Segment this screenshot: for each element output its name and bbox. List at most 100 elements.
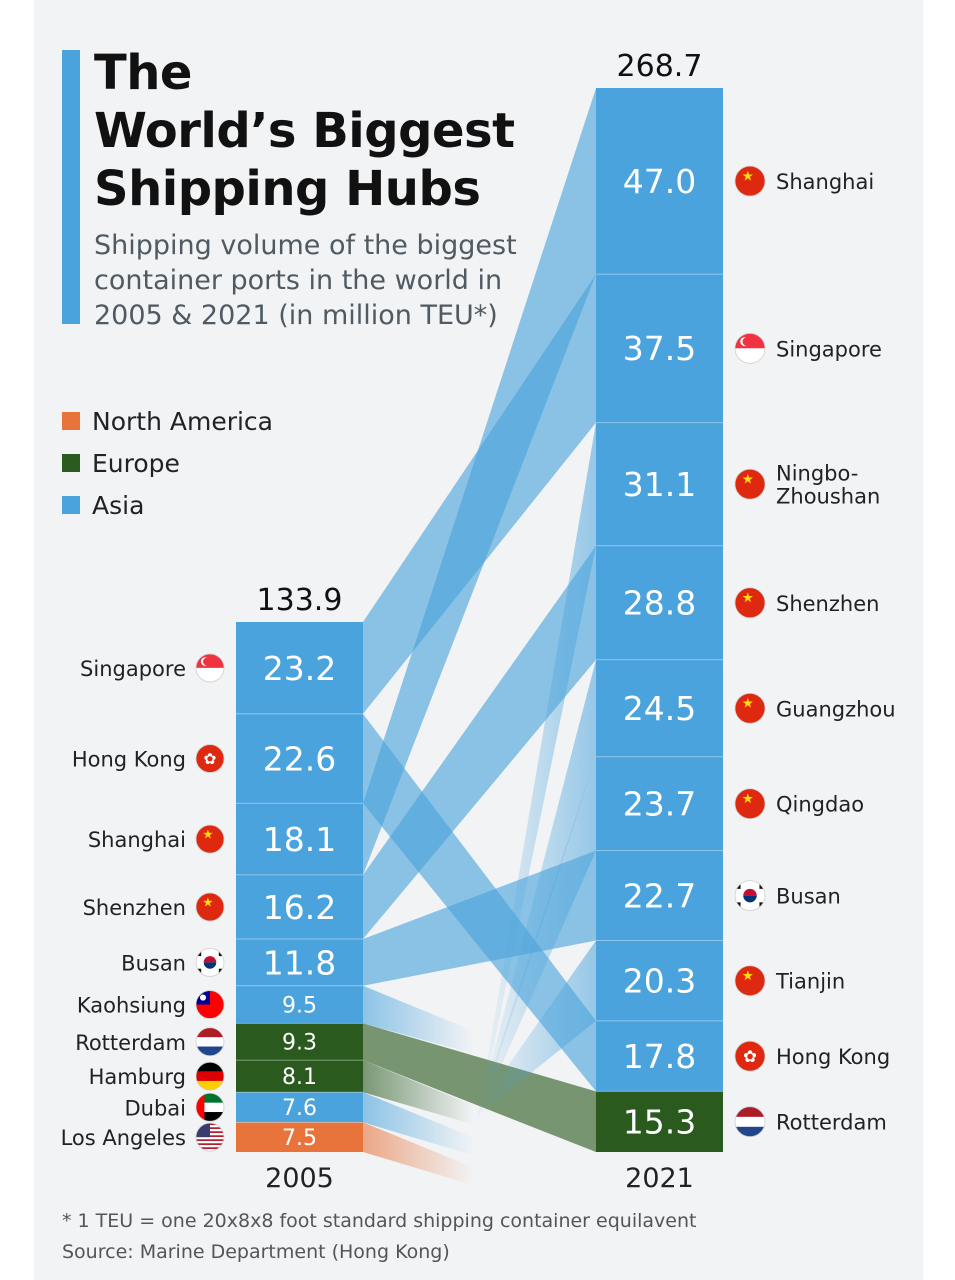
bar-column-2005: 23.2 Singapore 22.6 Hong Kong 18.1 Shanghai 16… bbox=[61, 583, 363, 1194]
legend-item-north-america: North America bbox=[62, 400, 273, 442]
svg-text:★: ★ bbox=[742, 471, 754, 487]
flow-band-kaohsiung bbox=[363, 985, 473, 1054]
year-label: 2005 bbox=[265, 1163, 334, 1194]
bar-segment-2005-rotterdam bbox=[236, 1023, 363, 1061]
svg-text:★: ★ bbox=[742, 590, 754, 606]
flow-band-guangzhou bbox=[476, 659, 596, 1126]
value-label: 9.3 bbox=[282, 1031, 317, 1056]
port-label: Dubai bbox=[124, 1096, 186, 1120]
port-label: Hong Kong bbox=[776, 1045, 890, 1069]
flow-band-qingdao bbox=[476, 756, 596, 1123]
uae-flag-icon bbox=[195, 1092, 225, 1122]
value-label: 17.8 bbox=[623, 1037, 696, 1076]
value-label: 31.1 bbox=[623, 465, 696, 504]
svg-text:★: ★ bbox=[742, 968, 754, 984]
flow-band-rotterdam bbox=[363, 1023, 596, 1152]
value-label: 28.8 bbox=[623, 584, 696, 623]
legend-item-europe: Europe bbox=[62, 442, 273, 484]
port-label: Shenzhen bbox=[83, 896, 186, 920]
legend-swatch-north-america bbox=[62, 412, 80, 430]
port-label-line: Zhoushan bbox=[776, 485, 880, 509]
flow-band-los-angeles bbox=[363, 1122, 473, 1186]
total-label: 268.7 bbox=[617, 49, 703, 84]
port-label: Hamburg bbox=[89, 1065, 186, 1089]
bar-segment-2005-hong-kong bbox=[236, 713, 363, 804]
netherlands-flag-icon bbox=[734, 1106, 766, 1138]
port-label-line: Hong Kong bbox=[776, 1045, 890, 1069]
value-label: 7.6 bbox=[282, 1096, 317, 1121]
port-label: Hong Kong bbox=[72, 748, 186, 772]
china-flag-icon: ★ bbox=[195, 824, 225, 854]
bar-segment-2021-guangzhou bbox=[596, 659, 723, 757]
bar-segment-2021-qingdao bbox=[596, 756, 723, 851]
flow-band-shanghai bbox=[363, 88, 596, 875]
hong-kong-flag-icon: ✿ bbox=[195, 744, 225, 773]
bar-segment-2021-singapore bbox=[596, 274, 723, 423]
port-label: Singapore bbox=[776, 337, 882, 361]
port-label: Busan bbox=[121, 951, 186, 975]
value-label: 8.1 bbox=[282, 1065, 317, 1090]
value-label: 23.7 bbox=[623, 785, 696, 824]
value-label: 23.2 bbox=[263, 649, 336, 688]
value-label: 22.7 bbox=[623, 876, 696, 915]
bar-segment-2021-shanghai bbox=[596, 88, 723, 275]
taiwan-flag-icon bbox=[195, 990, 225, 1019]
port-label: Shanghai bbox=[88, 828, 186, 852]
port-label: Shenzhen bbox=[776, 592, 879, 616]
value-label: 11.8 bbox=[263, 943, 336, 982]
value-label: 24.5 bbox=[623, 689, 696, 728]
port-label: Rotterdam bbox=[776, 1111, 887, 1135]
port-label-line: Ningbo- bbox=[776, 462, 858, 486]
port-label-line: Singapore bbox=[776, 337, 882, 361]
china-flag-icon: ★ bbox=[734, 587, 766, 619]
bar-segment-2021-ningbo-zhoushan bbox=[596, 422, 723, 546]
svg-text:✿: ✿ bbox=[204, 750, 217, 768]
china-flag-icon: ★ bbox=[195, 892, 225, 922]
legend-swatch-europe bbox=[62, 454, 80, 472]
bar-segment-2005-shanghai bbox=[236, 803, 363, 875]
flow-band-shenzhen bbox=[363, 545, 596, 940]
port-label-line: Shanghai bbox=[776, 170, 874, 194]
svg-text:★: ★ bbox=[202, 826, 213, 841]
chart-subtitle: Shipping volume of the biggest container… bbox=[94, 230, 517, 331]
bar-segment-2021-shenzhen bbox=[596, 545, 723, 660]
china-flag-icon: ★ bbox=[734, 468, 766, 500]
title-accent-bar bbox=[62, 50, 80, 324]
port-label: Rotterdam bbox=[75, 1031, 186, 1055]
bar-segment-2021-rotterdam bbox=[596, 1091, 723, 1152]
bar-segment-2005-shenzhen bbox=[236, 874, 363, 940]
value-label: 22.6 bbox=[263, 739, 336, 778]
flow-band-dubai bbox=[363, 1092, 473, 1156]
port-label: Shanghai bbox=[776, 170, 874, 194]
value-label: 37.5 bbox=[623, 329, 696, 368]
germany-flag-icon bbox=[195, 1061, 225, 1091]
value-label: 15.3 bbox=[623, 1103, 696, 1142]
port-label: Busan bbox=[776, 885, 841, 909]
legend-label: Asia bbox=[92, 490, 145, 520]
svg-text:★: ★ bbox=[742, 696, 754, 712]
port-label: Los Angeles bbox=[61, 1126, 186, 1150]
port-label: Ningbo-Zhoushan bbox=[776, 462, 880, 509]
svg-text:★: ★ bbox=[742, 168, 754, 184]
port-label: Guangzhou bbox=[776, 697, 896, 721]
bar-column-2021: 47.0 Shanghai 37.5 Singapore 31.1 Ningbo-Zhou… bbox=[596, 49, 896, 1194]
port-label-line: Qingdao bbox=[776, 793, 864, 817]
bar-segment-2021-hong-kong bbox=[596, 1020, 723, 1092]
south-korea-flag-icon bbox=[734, 880, 766, 912]
value-label: 47.0 bbox=[623, 162, 696, 201]
value-label: 20.3 bbox=[623, 962, 696, 1001]
svg-text:★: ★ bbox=[742, 791, 754, 807]
flow-bands bbox=[363, 88, 596, 1186]
south-korea-flag-icon bbox=[195, 948, 225, 977]
china-flag-icon: ★ bbox=[734, 965, 766, 997]
source-note: Source: Marine Department (Hong Kong) bbox=[62, 1241, 450, 1263]
port-label-line: Shenzhen bbox=[776, 592, 879, 616]
flow-band-hamburg bbox=[363, 1060, 473, 1125]
legend-item-asia: Asia bbox=[62, 484, 273, 526]
year-label: 2021 bbox=[625, 1163, 694, 1194]
total-label: 133.9 bbox=[257, 583, 343, 618]
port-label-line: Busan bbox=[776, 885, 841, 909]
value-label: 18.1 bbox=[263, 820, 336, 859]
singapore-flag-icon bbox=[195, 653, 225, 683]
